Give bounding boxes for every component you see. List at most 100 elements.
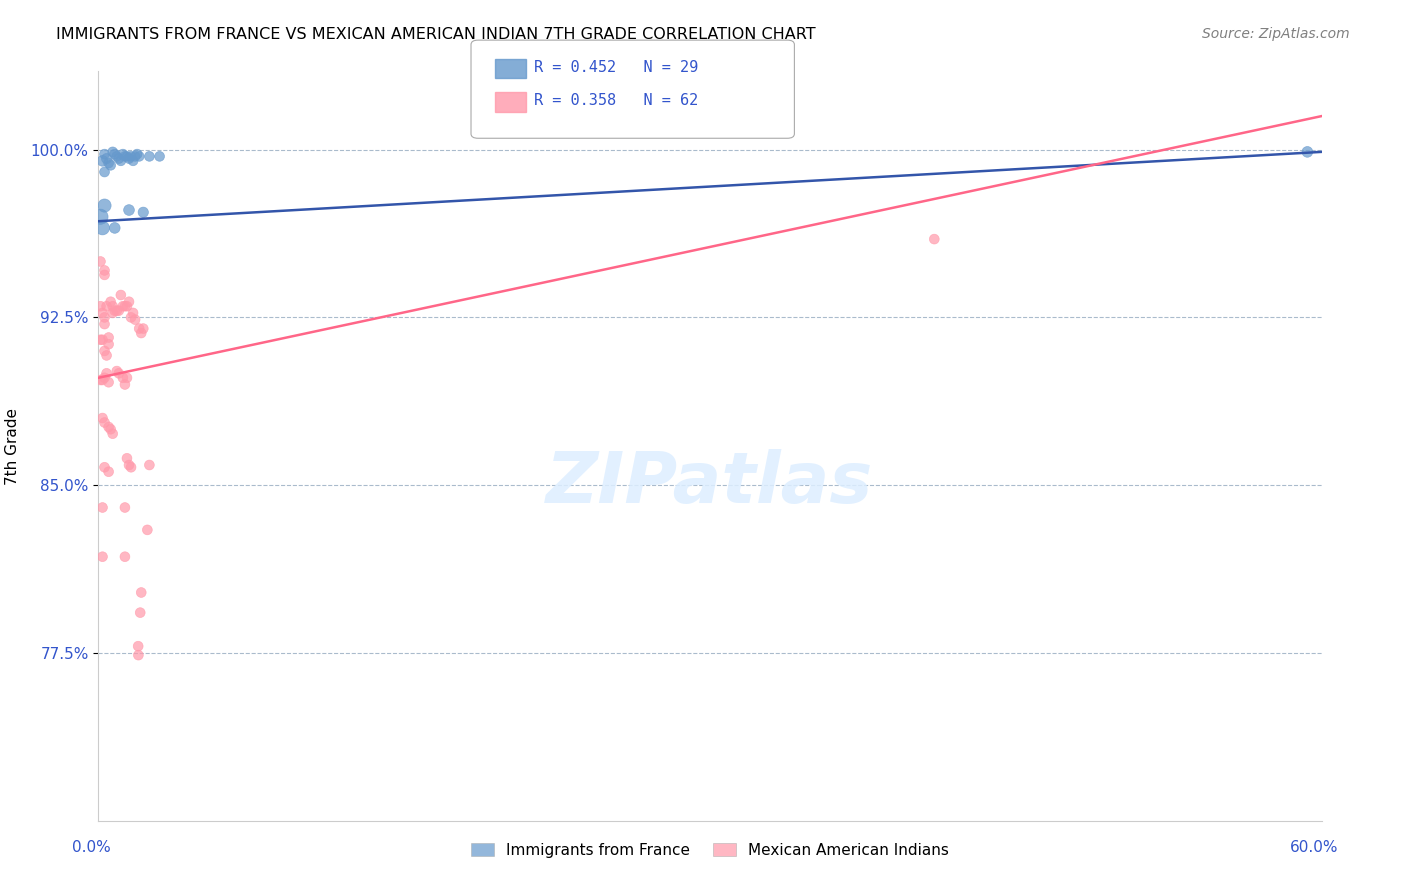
Text: R = 0.452   N = 29: R = 0.452 N = 29 bbox=[534, 61, 699, 75]
Mexican American Indians bbox=[89, 333, 111, 347]
Mexican American Indians bbox=[138, 458, 160, 472]
Mexican American Indians bbox=[108, 303, 131, 318]
Text: 0.0%: 0.0% bbox=[72, 840, 111, 855]
Immigrants from France bbox=[149, 149, 172, 163]
Mexican American Indians bbox=[104, 303, 127, 318]
Immigrants from France bbox=[91, 153, 114, 168]
Mexican American Indians bbox=[97, 420, 120, 434]
Mexican American Indians bbox=[101, 426, 124, 441]
Mexican American Indians bbox=[105, 364, 128, 378]
Mexican American Indians bbox=[93, 268, 115, 282]
Mexican American Indians bbox=[132, 321, 155, 335]
Mexican American Indians bbox=[93, 460, 115, 475]
Mexican American Indians bbox=[89, 373, 111, 387]
Immigrants from France bbox=[89, 210, 111, 224]
Mexican American Indians bbox=[111, 299, 134, 313]
Immigrants from France bbox=[96, 152, 118, 166]
Mexican American Indians bbox=[97, 465, 120, 479]
Immigrants from France bbox=[118, 202, 141, 217]
Mexican American Indians bbox=[93, 263, 115, 277]
Y-axis label: 7th Grade: 7th Grade bbox=[4, 408, 20, 484]
Mexican American Indians bbox=[129, 326, 152, 340]
Mexican American Indians bbox=[118, 458, 141, 472]
Immigrants from France bbox=[118, 152, 141, 166]
Mexican American Indians bbox=[89, 254, 111, 268]
Mexican American Indians bbox=[96, 299, 118, 313]
Immigrants from France bbox=[111, 147, 134, 161]
Immigrants from France bbox=[114, 149, 136, 163]
Mexican American Indians bbox=[96, 367, 118, 381]
Mexican American Indians bbox=[115, 371, 138, 385]
Text: Source: ZipAtlas.com: Source: ZipAtlas.com bbox=[1202, 27, 1350, 41]
Text: R = 0.358   N = 62: R = 0.358 N = 62 bbox=[534, 94, 699, 108]
Mexican American Indians bbox=[93, 416, 115, 430]
Immigrants from France bbox=[115, 149, 138, 163]
Mexican American Indians bbox=[100, 422, 122, 436]
Mexican American Indians bbox=[110, 288, 132, 302]
Mexican American Indians bbox=[91, 549, 114, 564]
Mexican American Indians bbox=[115, 299, 138, 313]
Mexican American Indians bbox=[127, 639, 149, 653]
Mexican American Indians bbox=[128, 321, 150, 335]
Mexican American Indians bbox=[93, 371, 115, 385]
Mexican American Indians bbox=[89, 299, 111, 313]
Mexican American Indians bbox=[129, 606, 152, 620]
Immigrants from France bbox=[132, 205, 155, 219]
Mexican American Indians bbox=[120, 310, 142, 325]
Mexican American Indians bbox=[120, 460, 142, 475]
Mexican American Indians bbox=[91, 500, 114, 515]
Immigrants from France bbox=[100, 158, 122, 172]
Immigrants from France bbox=[1296, 145, 1319, 159]
Immigrants from France bbox=[93, 165, 115, 179]
Immigrants from France bbox=[93, 198, 115, 212]
Mexican American Indians bbox=[91, 373, 114, 387]
Immigrants from France bbox=[97, 156, 120, 170]
Immigrants from France bbox=[91, 221, 114, 235]
Immigrants from France bbox=[120, 149, 142, 163]
Mexican American Indians bbox=[91, 333, 114, 347]
Mexican American Indians bbox=[97, 376, 120, 390]
Immigrants from France bbox=[122, 153, 145, 168]
Mexican American Indians bbox=[122, 306, 145, 320]
Immigrants from France bbox=[104, 221, 127, 235]
Immigrants from France bbox=[101, 145, 124, 159]
Mexican American Indians bbox=[93, 310, 115, 325]
Mexican American Indians bbox=[114, 549, 136, 564]
Immigrants from France bbox=[104, 147, 127, 161]
Mexican American Indians bbox=[93, 317, 115, 331]
Mexican American Indians bbox=[115, 451, 138, 466]
Mexican American Indians bbox=[101, 306, 124, 320]
Mexican American Indians bbox=[100, 294, 122, 309]
Mexican American Indians bbox=[108, 367, 131, 381]
Immigrants from France bbox=[110, 153, 132, 168]
Mexican American Indians bbox=[97, 330, 120, 344]
Mexican American Indians bbox=[114, 299, 136, 313]
Mexican American Indians bbox=[118, 294, 141, 309]
Mexican American Indians bbox=[96, 348, 118, 362]
Mexican American Indians bbox=[91, 306, 114, 320]
Mexican American Indians bbox=[114, 377, 136, 392]
Immigrants from France bbox=[127, 147, 149, 161]
Legend: Immigrants from France, Mexican American Indians: Immigrants from France, Mexican American… bbox=[464, 835, 956, 865]
Immigrants from France bbox=[108, 152, 131, 166]
Mexican American Indians bbox=[101, 299, 124, 313]
Immigrants from France bbox=[128, 149, 150, 163]
Immigrants from France bbox=[93, 147, 115, 161]
Mexican American Indians bbox=[114, 500, 136, 515]
Mexican American Indians bbox=[105, 303, 128, 318]
Mexican American Indians bbox=[93, 343, 115, 358]
Immigrants from France bbox=[138, 149, 160, 163]
Mexican American Indians bbox=[91, 411, 114, 425]
Mexican American Indians bbox=[111, 371, 134, 385]
Text: 60.0%: 60.0% bbox=[1291, 840, 1339, 855]
Mexican American Indians bbox=[922, 232, 945, 246]
Immigrants from France bbox=[124, 149, 146, 163]
Text: IMMIGRANTS FROM FRANCE VS MEXICAN AMERICAN INDIAN 7TH GRADE CORRELATION CHART: IMMIGRANTS FROM FRANCE VS MEXICAN AMERIC… bbox=[56, 27, 815, 42]
Mexican American Indians bbox=[129, 585, 152, 599]
Immigrants from France bbox=[105, 149, 128, 163]
Mexican American Indians bbox=[127, 648, 149, 662]
Text: ZIPatlas: ZIPatlas bbox=[547, 449, 873, 518]
Mexican American Indians bbox=[136, 523, 159, 537]
Mexican American Indians bbox=[124, 312, 146, 326]
Mexican American Indians bbox=[97, 337, 120, 351]
